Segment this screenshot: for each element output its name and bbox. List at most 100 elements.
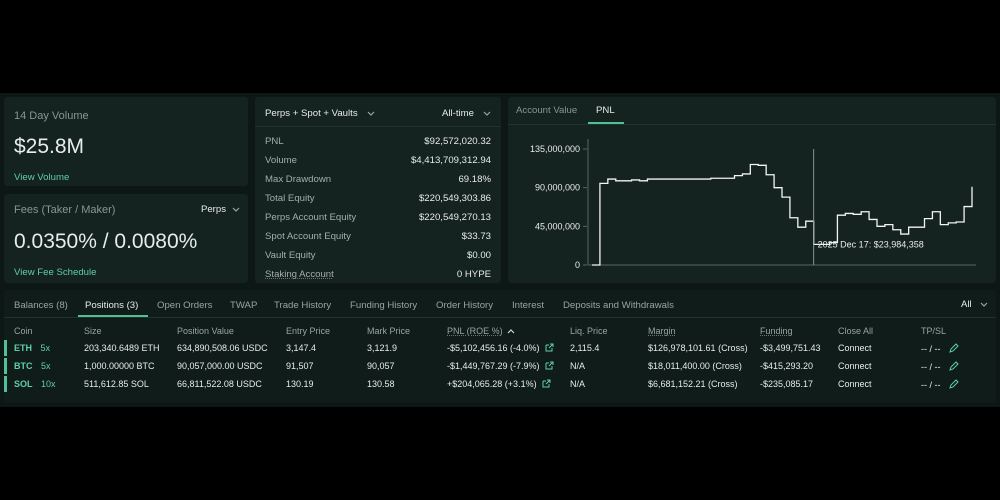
coin-symbol: SOL bbox=[14, 379, 33, 389]
tabs-divider bbox=[4, 317, 996, 318]
tpsl-value-text: -- / -- bbox=[921, 362, 941, 372]
tab-order-history[interactable]: Order History bbox=[436, 300, 494, 311]
stat-key: PNL bbox=[265, 135, 284, 147]
margin-value-text: $18,011,400.00 (Cross) bbox=[648, 361, 742, 371]
tab-open-orders[interactable]: Open Orders bbox=[157, 300, 213, 311]
connect-button[interactable]: Connect bbox=[838, 379, 872, 389]
stats-card: Perps + Spot + Vaults All-time PNL $92,5… bbox=[255, 97, 501, 283]
filter-all-label: All bbox=[961, 299, 972, 310]
edit-pencil-icon[interactable] bbox=[948, 361, 959, 372]
volume-card: 14 Day Volume $25.8M View Volume bbox=[4, 97, 248, 186]
position-size: 511,612.85 SOL bbox=[84, 379, 149, 389]
stat-row-staking: Staking Account 0 HYPE bbox=[265, 266, 491, 282]
pnl-chart[interactable]: 135,000,000 90,000,000 45,000,000 0 2025 Dec… bbox=[508, 125, 996, 283]
chevron-down-icon bbox=[232, 207, 240, 212]
col-size: Size bbox=[84, 326, 102, 336]
connect-button-text: Connect bbox=[838, 361, 872, 371]
leverage-badge: 5x bbox=[38, 361, 51, 371]
tpsl-value-text: -- / -- bbox=[921, 380, 941, 390]
stat-row-vault-equity: Vault Equity $0.00 bbox=[265, 247, 491, 263]
time-range-dropdown[interactable]: All-time bbox=[442, 108, 491, 119]
col-mark-price: Mark Price bbox=[367, 326, 411, 336]
volume-value: $25.8M bbox=[14, 135, 85, 158]
liq-price: N/A bbox=[570, 361, 585, 371]
stats-divider bbox=[255, 126, 501, 127]
funding-value: -$235,085.17 bbox=[760, 379, 813, 389]
stat-value: $220,549,303.86 bbox=[418, 192, 491, 204]
leverage-badge: 5x bbox=[38, 343, 51, 353]
stat-value: $33.73 bbox=[461, 230, 491, 242]
coin-cell[interactable]: BTC 5x bbox=[14, 361, 51, 371]
funding-value: -$415,293.20 bbox=[760, 361, 813, 371]
entry-price-text: 91,507 bbox=[286, 361, 314, 371]
view-volume-link[interactable]: View Volume bbox=[14, 172, 70, 183]
margin-value-text: $126,978,101.61 (Cross) bbox=[648, 343, 748, 353]
volume-label: 14 Day Volume bbox=[14, 110, 89, 122]
col-position-value: Position Value bbox=[177, 326, 234, 336]
edit-pencil-icon[interactable] bbox=[948, 343, 959, 354]
portfolio-filter-label: Perps + Spot + Vaults bbox=[265, 108, 358, 119]
coin-symbol: BTC bbox=[14, 361, 33, 371]
chevron-down-icon bbox=[483, 111, 491, 116]
portfolio-filter-dropdown[interactable]: Perps + Spot + Vaults bbox=[265, 108, 375, 119]
connect-button[interactable]: Connect bbox=[838, 343, 872, 353]
tab-positions[interactable]: Positions (3) bbox=[85, 300, 139, 311]
col-pnl: PNL (ROE %) bbox=[447, 326, 503, 336]
funding-value-text: -$415,293.20 bbox=[760, 361, 814, 371]
col-funding: Funding bbox=[760, 326, 793, 336]
tab-trade-history[interactable]: Trade History bbox=[274, 300, 332, 311]
coin-cell[interactable]: ETH 5x bbox=[14, 343, 50, 353]
edit-pencil-icon[interactable] bbox=[948, 379, 959, 390]
coin-cell[interactable]: SOL 10x bbox=[14, 379, 56, 389]
tpsl-value: -- / -- bbox=[921, 361, 959, 372]
filter-all-dropdown[interactable]: All bbox=[961, 299, 988, 310]
mark-price: 3,121.9 bbox=[367, 343, 397, 353]
pnl-value-text: -$1,449,767.29 (-7.9%) bbox=[447, 361, 540, 371]
connect-button[interactable]: Connect bbox=[838, 361, 872, 371]
tpsl-value: -- / -- bbox=[921, 343, 959, 354]
tab-interest[interactable]: Interest bbox=[512, 300, 544, 311]
tab-pnl[interactable]: PNL bbox=[596, 105, 615, 116]
staking-account-link[interactable]: Staking Account bbox=[265, 268, 334, 280]
stat-value: $220,549,270.13 bbox=[418, 211, 491, 223]
position-value: 90,057,000.00 USDC bbox=[177, 361, 263, 371]
funding-value-text: -$3,499,751.43 bbox=[760, 343, 821, 353]
fees-market-dropdown[interactable]: Perps bbox=[201, 204, 240, 215]
chart-card: Account Value PNL 135,000,000 90,000,000 4… bbox=[508, 97, 996, 283]
liq-price: 2,115.4 bbox=[570, 343, 599, 353]
stat-key: Max Drawdown bbox=[265, 173, 332, 185]
position-value-text: 90,057,000.00 USDC bbox=[177, 361, 263, 371]
tab-deposits-withdrawals[interactable]: Deposits and Withdrawals bbox=[563, 300, 674, 311]
fees-market-label: Perps bbox=[200, 204, 226, 215]
entry-price: 3,147.4 bbox=[286, 343, 316, 353]
tpsl-value: -- / -- bbox=[921, 379, 959, 390]
position-size-text: 203,340.6489 ETH bbox=[84, 343, 160, 353]
tab-balances[interactable]: Balances (8) bbox=[14, 300, 68, 311]
position-value-text: 634,890,508.06 USDC bbox=[177, 343, 268, 353]
close-all-button[interactable]: Close All bbox=[838, 326, 874, 336]
col-pnl-sort[interactable]: PNL (ROE %) bbox=[447, 326, 515, 336]
share-icon[interactable] bbox=[545, 343, 554, 352]
stat-value: 0 HYPE bbox=[456, 268, 491, 280]
liq-price-text: N/A bbox=[570, 379, 586, 389]
view-fee-schedule-link[interactable]: View Fee Schedule bbox=[14, 267, 97, 278]
tab-account-value[interactable]: Account Value bbox=[516, 105, 578, 116]
entry-price-text: 3,147.4 bbox=[286, 343, 317, 353]
liq-price-text: N/A bbox=[570, 361, 586, 371]
position-size-text: 511,612.85 SOL bbox=[84, 379, 149, 389]
position-size-text: 1,000.00000 BTC bbox=[84, 361, 155, 371]
margin-value: $18,011,400.00 (Cross) bbox=[648, 361, 742, 371]
stat-row-total-equity: Total Equity $220,549,303.86 bbox=[265, 190, 491, 206]
share-icon[interactable] bbox=[545, 361, 554, 370]
liq-price: N/A bbox=[570, 379, 585, 389]
share-icon[interactable] bbox=[542, 379, 551, 388]
tab-funding-history[interactable]: Funding History bbox=[350, 300, 418, 311]
stat-key: Total Equity bbox=[265, 192, 315, 204]
tab-twap[interactable]: TWAP bbox=[230, 300, 258, 311]
margin-value-text: $6,681,152.21 (Cross) bbox=[648, 379, 738, 389]
col-entry-price: Entry Price bbox=[286, 326, 331, 336]
pnl-value: -$5,102,456.16 (-4.0%) bbox=[447, 343, 554, 353]
margin-value: $6,681,152.21 (Cross) bbox=[648, 379, 738, 389]
y-tick-label: 90,000,000 bbox=[535, 183, 580, 193]
stat-key: Perps Account Equity bbox=[265, 211, 357, 223]
